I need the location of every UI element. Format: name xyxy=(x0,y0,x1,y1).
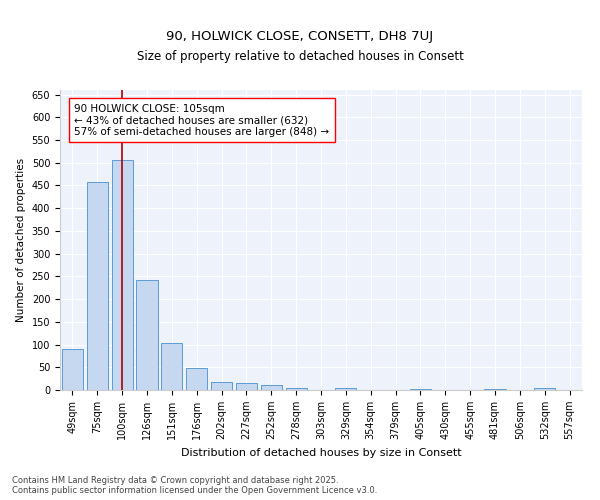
Bar xyxy=(136,280,158,390)
Bar xyxy=(484,389,506,390)
Bar xyxy=(534,388,555,390)
Bar xyxy=(286,388,307,390)
Bar xyxy=(87,182,108,390)
X-axis label: Distribution of detached houses by size in Consett: Distribution of detached houses by size … xyxy=(181,448,461,458)
Text: Contains HM Land Registry data © Crown copyright and database right 2025.
Contai: Contains HM Land Registry data © Crown c… xyxy=(12,476,377,495)
Bar xyxy=(62,349,83,390)
Bar xyxy=(161,342,182,390)
Text: Size of property relative to detached houses in Consett: Size of property relative to detached ho… xyxy=(137,50,463,63)
Y-axis label: Number of detached properties: Number of detached properties xyxy=(16,158,26,322)
Bar xyxy=(236,383,257,390)
Bar xyxy=(335,388,356,390)
Text: 90 HOLWICK CLOSE: 105sqm
← 43% of detached houses are smaller (632)
57% of semi-: 90 HOLWICK CLOSE: 105sqm ← 43% of detach… xyxy=(74,104,329,137)
Bar xyxy=(211,382,232,390)
Bar xyxy=(261,386,282,390)
Bar xyxy=(186,368,207,390)
Bar xyxy=(410,389,431,390)
Text: 90, HOLWICK CLOSE, CONSETT, DH8 7UJ: 90, HOLWICK CLOSE, CONSETT, DH8 7UJ xyxy=(166,30,434,43)
Bar xyxy=(112,160,133,390)
